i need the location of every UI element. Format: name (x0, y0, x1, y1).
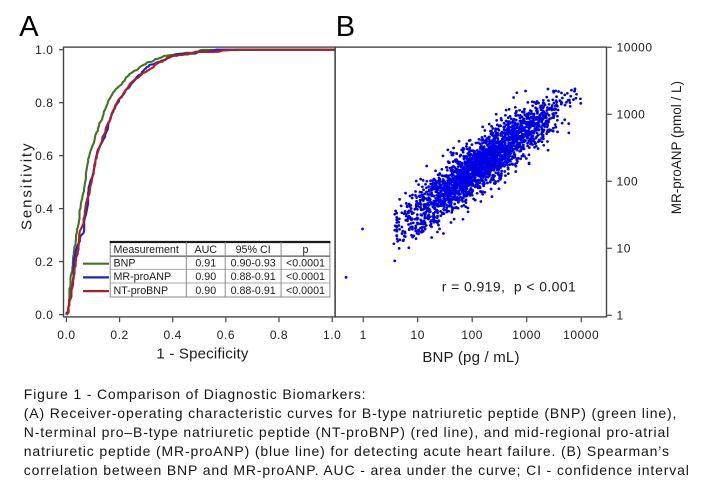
svg-text:0.0: 0.0 (57, 328, 75, 342)
svg-text:0.6: 0.6 (217, 328, 235, 342)
svg-text:1000: 1000 (617, 108, 646, 122)
svg-text:BNP (pg / mL): BNP (pg / mL) (422, 349, 519, 366)
svg-text:0.4: 0.4 (164, 328, 182, 342)
svg-text:0.90: 0.90 (195, 271, 216, 283)
svg-text:<0.0001: <0.0001 (286, 258, 325, 270)
svg-text:95% CI: 95% CI (236, 244, 271, 256)
svg-text:Measurement: Measurement (114, 244, 179, 256)
svg-text:MR-proANP: MR-proANP (114, 271, 172, 283)
svg-text:MR-proANP (pmol / L): MR-proANP (pmol / L) (669, 81, 684, 214)
svg-text:0.6: 0.6 (35, 149, 53, 163)
svg-text:0.2: 0.2 (110, 328, 128, 342)
svg-text:1: 1 (360, 328, 367, 342)
svg-text:1: 1 (617, 309, 624, 323)
svg-text:1000: 1000 (512, 328, 541, 342)
svg-text:BNP: BNP (114, 258, 136, 270)
svg-text:0.91: 0.91 (195, 258, 216, 270)
svg-text:10: 10 (617, 242, 631, 256)
svg-text:AUC: AUC (194, 244, 217, 256)
svg-text:p: p (303, 244, 309, 256)
svg-text:Sensitivity: Sensitivity (19, 142, 36, 230)
svg-text:1.0: 1.0 (323, 328, 341, 342)
svg-text:1 - Specificity: 1 - Specificity (156, 346, 248, 363)
svg-text:0.88-0.91: 0.88-0.91 (231, 271, 276, 283)
svg-text:100: 100 (617, 175, 639, 189)
svg-text:100: 100 (461, 328, 483, 342)
svg-text:10000: 10000 (563, 328, 599, 342)
svg-text:0.2: 0.2 (35, 255, 53, 269)
svg-text:1.0: 1.0 (35, 43, 53, 57)
svg-text:0.8: 0.8 (270, 328, 288, 342)
svg-text:<0.0001: <0.0001 (286, 285, 325, 297)
svg-text:0.0: 0.0 (35, 308, 53, 322)
svg-text:0.8: 0.8 (35, 96, 53, 110)
svg-text:0.4: 0.4 (35, 202, 53, 216)
svg-text:r = 0.919, p < 0.001: r = 0.919, p < 0.001 (442, 279, 577, 295)
svg-text:0.90-0.93: 0.90-0.93 (231, 258, 276, 270)
svg-text:0.90: 0.90 (195, 285, 216, 297)
svg-text:0.88-0.91: 0.88-0.91 (231, 285, 276, 297)
svg-text:<0.0001: <0.0001 (286, 271, 325, 283)
svg-text:NT-proBNP: NT-proBNP (114, 285, 169, 297)
svg-text:10: 10 (410, 328, 424, 342)
svg-text:10000: 10000 (617, 41, 653, 55)
